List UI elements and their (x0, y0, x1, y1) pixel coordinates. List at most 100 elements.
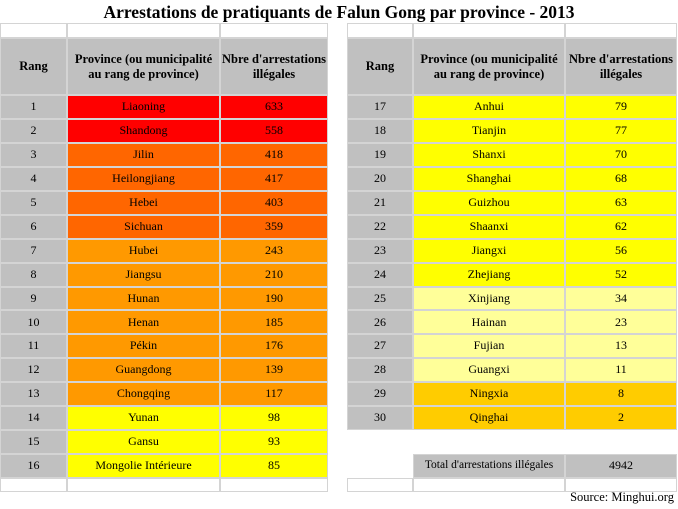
count-cell: 403 (220, 190, 328, 215)
province-cell: Henan (67, 310, 220, 335)
count-cell: 68 (565, 166, 677, 191)
count-cell: 56 (565, 238, 677, 263)
rank-cell: 29 (347, 382, 413, 407)
count-cell: 243 (220, 238, 328, 263)
count-cell: 63 (565, 190, 677, 215)
province-cell: Guangxi (413, 358, 565, 383)
province-cell: Sichuan (67, 214, 220, 239)
header-cell: Province (ou municipalité au rang de pro… (413, 38, 565, 95)
count-cell: 139 (220, 358, 328, 383)
count-cell: 11 (565, 358, 677, 383)
count-cell: 23 (565, 310, 677, 335)
rank-cell: 14 (0, 406, 67, 431)
empty-cell (67, 23, 220, 38)
province-cell: Jiangxi (413, 238, 565, 263)
province-cell: Chongqing (67, 382, 220, 407)
province-cell: Hebei (67, 190, 220, 215)
rank-cell: 27 (347, 334, 413, 359)
province-cell: Guangdong (67, 358, 220, 383)
count-cell: 190 (220, 286, 328, 311)
province-cell: Gansu (67, 430, 220, 455)
count-cell: 70 (565, 142, 677, 167)
province-cell: Guizhou (413, 190, 565, 215)
rank-cell: 19 (347, 142, 413, 167)
rank-cell: 11 (0, 334, 67, 359)
empty-cell (413, 23, 565, 38)
empty-cell (347, 23, 413, 38)
header-cell: Province (ou municipalité au rang de pro… (67, 38, 220, 95)
rank-cell: 17 (347, 95, 413, 119)
count-cell: 117 (220, 382, 328, 407)
province-cell: Mongolie Intérieure (67, 454, 220, 478)
title: Arrestations de pratiquants de Falun Gon… (103, 2, 575, 22)
count-cell: 62 (565, 214, 677, 239)
rank-cell: 13 (0, 382, 67, 407)
header-cell: Rang (347, 38, 413, 95)
count-cell: 13 (565, 334, 677, 359)
province-cell: Fujian (413, 334, 565, 359)
rank-cell: 28 (347, 358, 413, 383)
rank-cell: 24 (347, 262, 413, 287)
rank-cell: 23 (347, 238, 413, 263)
empty-cell (220, 23, 328, 38)
empty-cell (0, 23, 67, 38)
rank-cell: 6 (0, 214, 67, 239)
count-cell: 77 (565, 118, 677, 143)
header-cell: Nbre d'arrestations illégales (220, 38, 328, 95)
rank-cell: 25 (347, 286, 413, 311)
province-cell: Xinjiang (413, 286, 565, 311)
rank-cell: 20 (347, 166, 413, 191)
count-cell: 176 (220, 334, 328, 359)
header-cell: Rang (0, 38, 67, 95)
count-cell: 210 (220, 262, 328, 287)
empty-cell (565, 478, 677, 492)
count-cell: 79 (565, 95, 677, 119)
empty-cell (0, 478, 67, 492)
rank-cell: 7 (0, 238, 67, 263)
count-cell: 359 (220, 214, 328, 239)
province-cell: Hainan (413, 310, 565, 335)
count-cell: 418 (220, 142, 328, 167)
count-cell: 185 (220, 310, 328, 335)
total-label: Total d'arrestations illégales (413, 454, 565, 478)
header-cell: Nbre d'arrestations illégales (565, 38, 677, 95)
province-cell: Heilongjiang (67, 166, 220, 191)
province-cell: Shaanxi (413, 214, 565, 239)
rank-cell: 5 (0, 190, 67, 215)
rank-cell: 12 (0, 358, 67, 383)
count-cell: 8 (565, 382, 677, 407)
province-cell: Shanxi (413, 142, 565, 167)
province-cell: Hunan (67, 286, 220, 311)
total-value: 4942 (565, 454, 677, 478)
province-cell: Pékin (67, 334, 220, 359)
province-cell: Ningxia (413, 382, 565, 407)
source: Source: Minghui.org (570, 490, 674, 504)
empty-cell (347, 478, 413, 492)
count-cell: 417 (220, 166, 328, 191)
count-cell: 52 (565, 262, 677, 287)
count-cell: 98 (220, 406, 328, 431)
empty-cell (220, 478, 328, 492)
province-cell: Qinghai (413, 406, 565, 431)
empty-cell (565, 23, 677, 38)
count-cell: 93 (220, 430, 328, 455)
count-cell: 633 (220, 95, 328, 119)
province-cell: Zhejiang (413, 262, 565, 287)
rank-cell: 9 (0, 286, 67, 311)
rank-cell: 16 (0, 454, 67, 478)
rank-cell: 26 (347, 310, 413, 335)
province-cell: Anhui (413, 95, 565, 119)
empty-cell (67, 478, 220, 492)
province-cell: Shanghai (413, 166, 565, 191)
rank-cell: 22 (347, 214, 413, 239)
rank-cell: 4 (0, 166, 67, 191)
count-cell: 34 (565, 286, 677, 311)
count-cell: 85 (220, 454, 328, 478)
empty-cell (413, 478, 565, 492)
rank-cell: 15 (0, 430, 67, 455)
province-cell: Hubei (67, 238, 220, 263)
province-cell: Tianjin (413, 118, 565, 143)
province-cell: Jilin (67, 142, 220, 167)
province-cell: Yunan (67, 406, 220, 431)
